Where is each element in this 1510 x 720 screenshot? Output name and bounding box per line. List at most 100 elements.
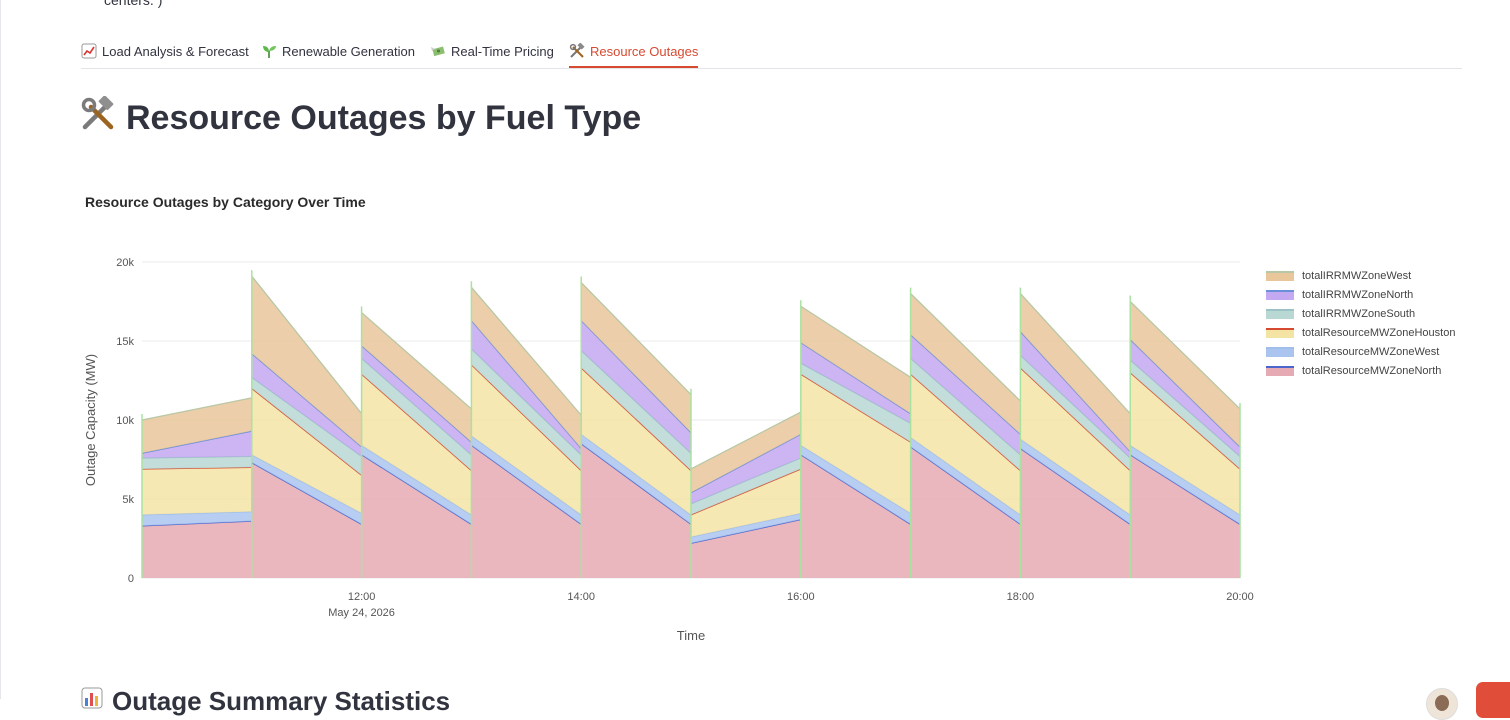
area-segment-totalIRRMWZoneWest[interactable] [471,287,582,449]
legend-item[interactable]: totalResourceMWZoneNorth [1266,361,1455,380]
area-segment-totalIRRMWZoneWest[interactable] [581,282,691,433]
area-segment-totalResourceMWZoneWest[interactable] [1020,438,1131,525]
area-segment-totalResourceMWZoneNorth[interactable] [471,445,582,578]
avatar[interactable] [1426,688,1458,720]
summary-statistics-heading: Outage Summary Statistics [80,686,450,717]
series-line-totalIRRMWZoneWest [800,305,911,378]
area-segment-totalResourceMWZoneNorth[interactable] [800,454,911,578]
area-segment-totalIRRMWZoneNorth[interactable] [1020,331,1131,458]
area-segment-totalResourceMWZoneNorth[interactable] [142,521,252,578]
area-segment-totalResourceMWZoneWest[interactable] [142,511,252,526]
legend-swatch [1266,346,1294,357]
area-segment-totalIRRMWZoneWest[interactable] [800,306,911,414]
y-tick-label: 5k [122,494,134,506]
area-segment-totalResourceMWZoneNorth[interactable] [251,462,362,578]
tab-resource-outages[interactable]: Resource Outages [569,35,699,68]
area-segment-totalResourceMWZoneNorth[interactable] [581,443,691,578]
legend-item[interactable]: totalIRRMWZoneSouth [1266,304,1455,323]
y-tick-label: 10k [116,415,134,427]
area-segment-totalResourceMWZoneHouston[interactable] [251,388,362,514]
legend-swatch [1266,327,1294,338]
area-segment-totalIRRMWZoneWest[interactable] [1020,293,1131,452]
legend-item[interactable]: totalIRRMWZoneWest [1266,266,1455,285]
x-axis-title: Time [677,628,705,643]
area-segment-totalIRRMWZoneWest[interactable] [142,397,252,454]
area-segment-totalResourceMWZoneHouston[interactable] [142,467,252,515]
area-segment-totalIRRMWZoneSouth[interactable] [1020,355,1131,471]
area-segment-totalResourceMWZoneHouston[interactable] [1020,367,1131,515]
area-segment-totalResourceMWZoneNorth[interactable] [1130,454,1240,578]
area-segment-totalIRRMWZoneSouth[interactable] [910,358,1021,471]
area-segment-totalResourceMWZoneWest[interactable] [691,513,801,544]
area-segment-totalIRRMWZoneSouth[interactable] [142,456,252,469]
area-segment-totalResourceMWZoneWest[interactable] [800,445,911,525]
tab-renewable-generation[interactable]: Renewable Generation [261,35,415,67]
area-segment-totalIRRMWZoneNorth[interactable] [361,345,472,455]
area-segment-totalIRRMWZoneSouth[interactable] [581,350,691,471]
page-title: Resource Outages by Fuel Type [80,95,641,141]
outages-area-chart[interactable]: 0 5k 10k 15k 20k 12:00 14:00 16:00 18:00 20:00 May… [80,240,1260,650]
legend-label: totalIRRMWZoneSouth [1302,307,1416,320]
area-segment-totalResourceMWZoneHouston[interactable] [691,468,801,537]
area-segment-totalIRRMWZoneWest[interactable] [910,293,1021,435]
series-line-totalIRRMWZoneWest [251,275,363,415]
y-tick-label: 0 [128,573,134,585]
area-segment-totalResourceMWZoneWest[interactable] [581,434,691,525]
area-segment-totalResourceMWZoneHouston[interactable] [910,374,1021,515]
series-line-totalIRRMWZoneWest [141,397,252,421]
series-line-totalResourceMWZoneHouston [690,468,802,516]
area-segment-totalResourceMWZoneHouston[interactable] [800,374,911,514]
area-segment-totalIRRMWZoneNorth[interactable] [1130,339,1240,457]
area-segment-totalIRRMWZoneSouth[interactable] [800,363,911,443]
y-axis-title: Outage Capacity (MW) [83,354,98,486]
legend-label: totalIRRMWZoneNorth [1302,288,1414,301]
tab-load-analysis[interactable]: Load Analysis & Forecast [81,35,249,67]
series-line-totalResourceMWZoneWest [1020,438,1131,516]
area-segment-totalResourceMWZoneWest[interactable] [251,454,362,525]
area-segment-totalIRRMWZoneNorth[interactable] [800,342,911,424]
area-segment-totalIRRMWZoneSouth[interactable] [251,377,362,476]
legend-swatch [1266,365,1294,376]
area-segment-totalIRRMWZoneNorth[interactable] [251,353,362,457]
area-segment-totalResourceMWZoneWest[interactable] [471,435,582,525]
legend-label: totalResourceMWZoneHouston [1302,326,1456,339]
area-segment-totalIRRMWZoneWest[interactable] [691,412,801,493]
area-segment-totalIRRMWZoneSouth[interactable] [1130,359,1240,469]
legend-item[interactable]: totalResourceMWZoneWest [1266,342,1455,361]
area-segment-totalIRRMWZoneNorth[interactable] [581,320,691,454]
tab-real-time-pricing[interactable]: Real-Time Pricing [430,35,554,67]
area-segment-totalIRRMWZoneSouth[interactable] [691,457,801,515]
area-segment-totalIRRMWZoneNorth[interactable] [142,431,252,458]
area-segment-totalResourceMWZoneNorth[interactable] [691,519,801,578]
area-segment-totalResourceMWZoneWest[interactable] [361,445,472,525]
area-segment-totalResourceMWZoneNorth[interactable] [361,454,472,578]
area-segment-totalResourceMWZoneHouston[interactable] [361,374,472,515]
area-segment-totalIRRMWZoneNorth[interactable] [471,320,582,455]
area-segment-totalResourceMWZoneNorth[interactable] [910,446,1021,578]
series-line-totalIRRMWZoneSouth [800,362,911,424]
area-segment-totalResourceMWZoneWest[interactable] [910,437,1021,525]
tab-label: Resource Outages [590,43,699,59]
area-segment-totalResourceMWZoneHouston[interactable] [581,367,691,515]
area-segment-totalResourceMWZoneWest[interactable] [1130,445,1240,525]
tab-label: Renewable Generation [282,43,415,59]
area-segment-totalIRRMWZoneSouth[interactable] [471,348,582,471]
floating-action-button[interactable] [1476,682,1510,718]
area-segment-totalIRRMWZoneNorth[interactable] [691,434,801,504]
area-segment-totalIRRMWZoneSouth[interactable] [361,358,472,471]
legend-label: totalResourceMWZoneWest [1302,345,1440,358]
x-tick-date-label: May 24, 2026 [328,607,395,619]
tab-label: Real-Time Pricing [451,43,554,59]
area-segment-totalIRRMWZoneWest[interactable] [251,276,362,447]
legend-item[interactable]: totalIRRMWZoneNorth [1266,285,1455,304]
area-segment-totalIRRMWZoneWest[interactable] [361,312,472,443]
area-segment-totalResourceMWZoneNorth[interactable] [1020,448,1131,578]
x-tick-label: 18:00 [1007,591,1035,603]
area-segment-totalIRRMWZoneWest[interactable] [1130,301,1240,447]
area-segment-totalResourceMWZoneHouston[interactable] [1130,372,1240,515]
series-line-totalResourceMWZoneHouston [141,466,252,470]
legend-item[interactable]: totalResourceMWZoneHouston [1266,323,1455,342]
area-segment-totalResourceMWZoneHouston[interactable] [471,364,582,515]
area-segment-totalIRRMWZoneNorth[interactable] [910,334,1021,455]
hammer-and-wrench-icon [80,95,116,141]
